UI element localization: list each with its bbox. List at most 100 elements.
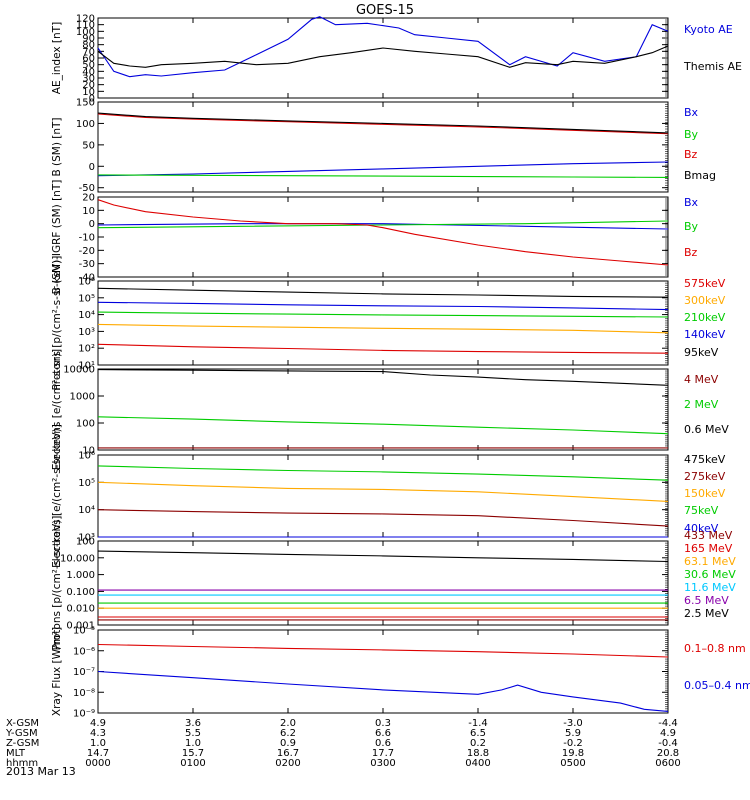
axis-row-value: 20.8 [657, 748, 679, 759]
y-tick-label: 0 [89, 219, 95, 230]
series-line-210kev [97, 311, 669, 318]
series-line-0-6-mev [97, 369, 669, 386]
series-line-150kev [97, 481, 669, 502]
series-line-kyoto-ae [97, 16, 669, 78]
y-tick-label: -50 [79, 183, 95, 194]
series-line-0-05-0-4-nm [97, 670, 669, 712]
y-tick-label: 100 [76, 537, 95, 548]
figure-title: GOES-15 [356, 3, 414, 18]
legend-entry: 140keV [684, 328, 726, 341]
legend-entry: Themis AE [683, 60, 742, 73]
legend-entry: 475keV [684, 453, 726, 466]
legend-entry: Bz [684, 148, 698, 161]
y-tick-label: -40 [79, 273, 95, 284]
axis-row-value: 16.7 [277, 748, 299, 759]
y-axis-label: B (SM)-IGRF (SM) [nT] [51, 180, 63, 295]
y-axis-label: B (SM) [nT] [51, 117, 63, 176]
y-tick-label: 60 [82, 54, 95, 65]
y-tick-label: 10³ [78, 533, 95, 544]
y-tick-label: 110 [76, 20, 95, 31]
y-tick-label: 10000 [63, 365, 95, 376]
legend-entry: Bx [684, 106, 699, 119]
y-tick-label: 10 [82, 206, 95, 217]
axis-row-value: 14.7 [87, 748, 109, 759]
legend-entry: 2 MeV [684, 398, 719, 411]
axis-row-value: 4.9 [660, 728, 676, 739]
axis-row-value: 0000 [85, 758, 110, 769]
y-tick-label: 100 [76, 27, 95, 38]
y-tick-label: 150 [76, 98, 95, 109]
y-tick-label: 30 [82, 74, 95, 85]
legend-entry: 40keV [684, 522, 719, 535]
series-line-bmag [97, 112, 669, 134]
y-tick-label: 0 [89, 94, 95, 105]
axis-row-value: 0.6 [375, 738, 391, 749]
y-tick-label: 10⁵ [78, 293, 95, 304]
legend-entry: 2.5 MeV [684, 607, 729, 620]
axis-row-value: 6.6 [375, 728, 391, 739]
legend-entry: 275keV [684, 470, 726, 483]
panel-7: 0.001 0.010 0.100 1.000 10.000 100 Protons [p/… [51, 516, 736, 651]
y-tick-label: 10⁻⁵ [73, 626, 95, 637]
series-line-themis-ae [97, 45, 669, 68]
y-tick-label: 120 [76, 14, 95, 25]
y-tick-label: 100 [76, 419, 95, 430]
legend-entry: 575keV [684, 277, 726, 290]
axis-row-label: Y-GSM [5, 728, 38, 739]
axis-row-value: 1.0 [90, 738, 106, 749]
axis-row-value: 6.2 [280, 728, 296, 739]
axis-row-value: -4.4 [658, 718, 678, 729]
legend-entry: 150keV [684, 487, 726, 500]
y-tick-label: 10² [78, 344, 95, 355]
series-line-by [97, 174, 669, 178]
y-tick-label: 50 [82, 140, 95, 151]
axis-row-value: 1.0 [185, 738, 201, 749]
axis-row-value: 0300 [370, 758, 395, 769]
axis-row-value: 5.5 [185, 728, 201, 739]
y-tick-label: 10⁻⁷ [73, 667, 95, 678]
legend-entry: 63.1 MeV [684, 555, 736, 568]
panel-frame [97, 17, 669, 99]
y-tick-label: 0 [89, 162, 95, 173]
axis-row-value: 0600 [655, 758, 680, 769]
legend-entry: 30.6 MeV [684, 568, 736, 581]
y-tick-label: 10⁶ [78, 451, 95, 462]
y-tick-label: 0.001 [66, 621, 95, 632]
series-line-by [97, 220, 669, 229]
y-tick-label: 1.000 [66, 570, 95, 581]
y-tick-label: 10⁴ [78, 310, 95, 321]
axis-row-label: X-GSM [6, 718, 39, 729]
legend-entry: 6.5 MeV [684, 594, 729, 607]
axis-row-label: hhmm [6, 758, 38, 769]
axis-row-value: -0.2 [563, 738, 583, 749]
y-tick-label: 50 [82, 60, 95, 71]
series-line-bz [97, 199, 669, 266]
series-line-bz [97, 113, 669, 135]
y-axis-label: Protons [p/(cm²-s-sr-keV)] [51, 256, 63, 391]
axis-row-label: MLT [6, 748, 26, 759]
y-tick-label: 80 [82, 40, 95, 51]
series-line-bx [97, 161, 669, 177]
legend-entry: 4 MeV [684, 373, 719, 386]
legend-entry: Bmag [684, 169, 716, 182]
panel-frame [97, 196, 669, 278]
series-line-275kev [97, 509, 669, 527]
y-tick-label: 0.100 [66, 587, 95, 598]
panel-frame [97, 540, 669, 626]
legend-entry: Bx [684, 196, 699, 209]
bottom-axis-table: X-GSM 4.9 3.6 2.0 0.3 -1.4 -3.0 -4.4 Y-GSM 4.3 5.5… [5, 718, 681, 769]
axis-row-value: 0.3 [375, 718, 391, 729]
y-tick-label: 10⁶ [78, 277, 95, 288]
legend-entry: 95keV [684, 346, 719, 359]
y-tick-label: 10⁻⁶ [73, 646, 95, 657]
legend-entry: 433 MeV [684, 529, 733, 542]
axis-row-value: 3.6 [185, 718, 201, 729]
y-tick-label: 10 [82, 446, 95, 457]
series-line-2-5-mev [97, 550, 669, 563]
y-tick-label: 1000 [70, 392, 95, 403]
panel-3: -40 -30 -20 -10 0 10 20 B (SM)-IGRF (SM) [nT] Bx… [51, 180, 699, 295]
panel-4: 10¹ 10² 10³ 10⁴ 10⁵ 10⁶ Protons [p/(cm²-s-sr-k… [51, 256, 726, 391]
y-tick-label: -20 [79, 246, 95, 257]
y-tick-label: 40 [82, 67, 95, 78]
